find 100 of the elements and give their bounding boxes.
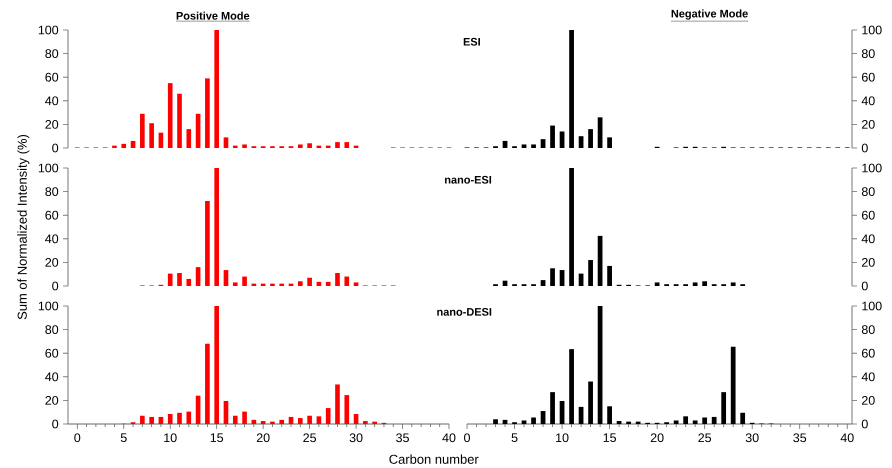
chart-title: Positive Mode xyxy=(176,12,250,20)
bar xyxy=(588,129,593,148)
bar xyxy=(316,282,322,286)
bar xyxy=(550,392,555,424)
bar xyxy=(588,382,593,424)
y2-tick-label: 40 xyxy=(862,234,875,244)
y2-tick-label: 20 xyxy=(862,120,875,129)
y2-tick-label: 60 xyxy=(862,210,875,220)
annotation: nano-DESI xyxy=(437,308,492,316)
x-tick-label: 20 xyxy=(256,433,270,442)
bar xyxy=(569,30,574,148)
bar xyxy=(168,414,173,424)
bar xyxy=(121,144,126,148)
y2-tick-label: 20 xyxy=(862,258,875,267)
bar xyxy=(335,273,340,286)
y2-tick-label: 0 xyxy=(862,282,868,290)
annotation: nano-ESI xyxy=(445,176,492,184)
y2-tick-label: 100 xyxy=(862,164,882,172)
bar xyxy=(730,282,736,286)
bar xyxy=(196,396,200,424)
bar xyxy=(224,270,228,286)
x-tick-label: 35 xyxy=(396,433,409,442)
y2-tick-label: 40 xyxy=(862,372,875,382)
bar xyxy=(550,268,555,286)
bar xyxy=(540,139,546,148)
bar xyxy=(354,282,358,286)
bar xyxy=(502,280,508,286)
x-tick-label: 10 xyxy=(556,433,569,442)
bar xyxy=(540,411,546,424)
bar xyxy=(205,78,210,148)
bar xyxy=(560,270,564,286)
y-tick-label: 20 xyxy=(45,120,58,129)
bar xyxy=(326,282,331,286)
y2-tick-label: 100 xyxy=(862,26,882,34)
bar xyxy=(692,282,698,286)
bar xyxy=(607,137,612,148)
bar xyxy=(598,306,602,424)
bar xyxy=(674,420,679,424)
y2-tick-label: 100 xyxy=(862,302,882,310)
y-tick-label: 80 xyxy=(45,325,58,334)
x-tick-label: 20 xyxy=(650,433,664,442)
y2-tick-label: 60 xyxy=(862,72,875,82)
bar xyxy=(616,421,622,424)
bar xyxy=(493,419,498,424)
bar xyxy=(186,278,192,286)
bar xyxy=(316,416,322,424)
x-tick-label: 30 xyxy=(350,433,363,442)
bar xyxy=(692,420,698,424)
x-tick-label: 15 xyxy=(604,433,616,442)
bar xyxy=(740,412,746,424)
bar xyxy=(654,282,660,286)
bar xyxy=(569,349,574,424)
bar xyxy=(598,236,602,286)
bar xyxy=(232,282,238,286)
bar xyxy=(298,144,303,148)
y2-tick-label: 80 xyxy=(862,325,875,334)
bar xyxy=(730,346,736,424)
bar xyxy=(335,384,340,424)
bar xyxy=(158,416,164,424)
bar xyxy=(177,94,182,148)
bar xyxy=(598,117,602,148)
x-tick-label: 25 xyxy=(303,433,316,442)
y-tick-label: 60 xyxy=(45,72,58,82)
bar xyxy=(683,416,688,424)
bar xyxy=(252,420,256,424)
x-tick-label: 30 xyxy=(746,433,759,442)
bar xyxy=(702,418,708,424)
bar xyxy=(578,136,584,148)
bar xyxy=(279,420,284,424)
bar xyxy=(214,168,220,286)
bar xyxy=(177,273,182,286)
x-tick-label: 25 xyxy=(698,433,712,442)
bar xyxy=(140,416,145,424)
bar xyxy=(149,123,154,148)
x-tick-label: 15 xyxy=(210,433,224,442)
x-tick-label: 10 xyxy=(164,433,177,442)
y2-tick-label: 80 xyxy=(862,187,875,196)
bar xyxy=(502,140,508,148)
bar xyxy=(298,281,303,286)
y-tick-label: 60 xyxy=(45,210,58,220)
bar xyxy=(569,168,574,286)
bar xyxy=(363,421,368,424)
bar xyxy=(344,395,350,424)
bar xyxy=(326,408,331,424)
bar xyxy=(186,412,192,424)
y-tick-label: 0 xyxy=(52,420,58,428)
x-tick-label: 5 xyxy=(120,433,127,442)
bar xyxy=(335,142,340,148)
y-tick-label: 60 xyxy=(45,348,58,358)
bar xyxy=(149,416,154,424)
y2-tick-label: 20 xyxy=(862,396,875,405)
y-tick-label: 100 xyxy=(38,164,58,172)
x-tick-label: 5 xyxy=(512,433,518,442)
y2-tick-label: 80 xyxy=(862,49,875,58)
bar xyxy=(550,126,555,148)
bar xyxy=(232,416,238,424)
y-tick-label: 40 xyxy=(45,234,58,244)
y-tick-label: 80 xyxy=(45,49,58,58)
x-tick-label: 40 xyxy=(840,433,854,442)
bar xyxy=(712,416,717,424)
